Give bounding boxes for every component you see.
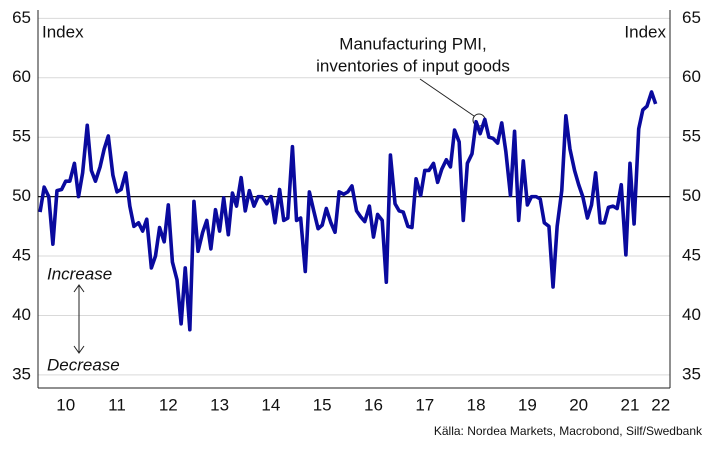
series-label: inventories of input goods <box>316 56 510 75</box>
y2-tick-label: 65 <box>682 8 701 27</box>
y2-tick-label: 45 <box>682 246 701 265</box>
y-tick-label: 40 <box>12 305 31 324</box>
x-tick-label: 16 <box>364 395 383 414</box>
x-tick-label: 11 <box>108 395 126 414</box>
y2-tick-label: 60 <box>682 67 701 86</box>
x-tick-label: 22 <box>651 395 670 414</box>
data-line <box>38 90 658 332</box>
leader-line <box>419 78 475 117</box>
y-tick-label: 60 <box>12 67 31 86</box>
direction-arrow <box>73 284 85 354</box>
x-tick-label: 18 <box>467 395 486 414</box>
y-tick-label: 50 <box>12 186 31 205</box>
x-tick-label: 14 <box>261 395 280 414</box>
y2-tick-label: 35 <box>682 364 701 383</box>
y-tick-label: 65 <box>12 8 31 27</box>
y-tick-label: 45 <box>12 246 31 265</box>
right-axis-label: Index <box>624 22 666 41</box>
x-tick-label: 20 <box>569 395 588 414</box>
y2-tick-label: 50 <box>682 186 701 205</box>
y-tick-label: 35 <box>12 364 31 383</box>
y2-tick-label: 40 <box>682 305 701 324</box>
x-tick-label: 17 <box>415 395 434 414</box>
x-tick-label: 10 <box>56 395 75 414</box>
left-axis-label: Index <box>42 22 84 41</box>
x-tick-label: 12 <box>159 395 178 414</box>
x-tick-label: 21 <box>621 395 640 414</box>
x-tick-label: 19 <box>518 395 537 414</box>
x-tick-label: 13 <box>210 395 229 414</box>
source-note: Källa: Nordea Markets, Macrobond, Silf/S… <box>434 424 703 438</box>
decrease-label: Decrease <box>47 355 120 374</box>
y-tick-label: 55 <box>12 127 31 146</box>
increase-label: Increase <box>47 264 112 283</box>
series-label: Manufacturing PMI, <box>339 34 486 53</box>
x-tick-label: 15 <box>313 395 332 414</box>
y2-tick-label: 55 <box>682 127 701 146</box>
